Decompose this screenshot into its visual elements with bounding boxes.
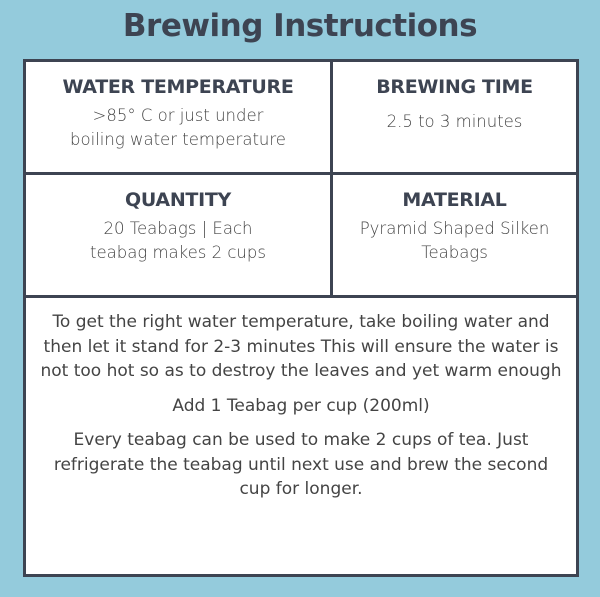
cell-heading: WATER TEMPERATURE — [62, 76, 294, 98]
water-temperature-cell: WATER TEMPERATURE >85° C or just under b… — [26, 76, 330, 152]
instructions-table: WATER TEMPERATURE >85° C or just under b… — [23, 59, 579, 577]
brewing-time-cell: BREWING TIME 2.5 to 3 minutes — [333, 76, 576, 134]
cell-heading: BREWING TIME — [376, 76, 533, 98]
quantity-cell: QUANTITY 20 Teabags | Each teabag makes … — [26, 189, 330, 265]
page-title: Brewing Instructions — [122, 8, 478, 44]
column-divider — [330, 62, 333, 295]
cell-text: 20 Teabags | Each teabag makes 2 cups — [90, 219, 266, 262]
note-reuse: Every teabag can be used to make 2 cups … — [53, 430, 549, 499]
note-temperature: To get the right water temperature, take… — [40, 312, 562, 381]
cell-text: 2.5 to 3 minutes — [386, 112, 523, 131]
note-quantity: Add 1 Teabag per cup (200ml) — [172, 395, 430, 416]
row-divider — [26, 172, 576, 175]
cell-heading: QUANTITY — [125, 189, 231, 211]
row-divider — [26, 295, 576, 298]
brewing-notes: To get the right water temperature, take… — [36, 310, 566, 512]
material-cell: MATERIAL Pyramid Shaped Silken Teabags — [333, 189, 576, 265]
cell-heading: MATERIAL — [402, 189, 507, 211]
cell-text: Pyramid Shaped Silken Teabags — [359, 219, 550, 262]
cell-text: >85° C or just under boiling water tempe… — [70, 106, 286, 149]
